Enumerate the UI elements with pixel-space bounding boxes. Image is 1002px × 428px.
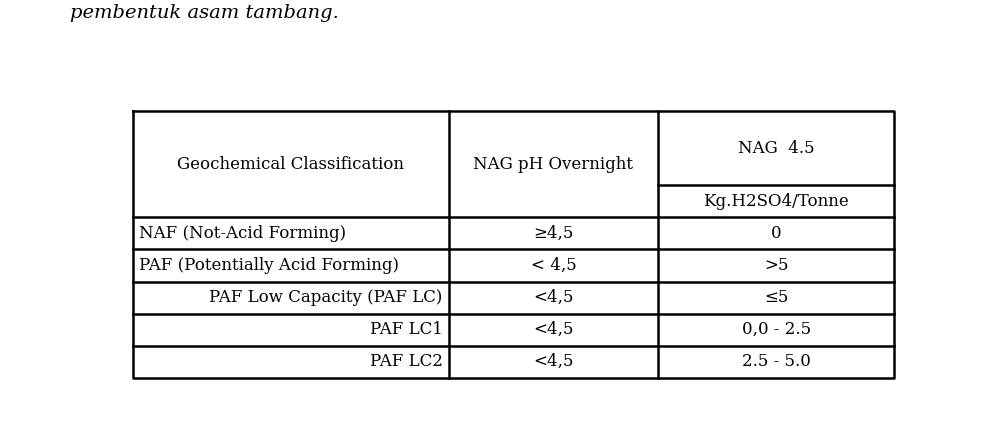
Text: NAG pH Overnight: NAG pH Overnight <box>474 155 633 172</box>
Text: 2.5 - 5.0: 2.5 - 5.0 <box>741 353 811 370</box>
Text: <4,5: <4,5 <box>533 353 574 370</box>
Text: 0: 0 <box>771 225 782 242</box>
Text: Kg.H2SO4/Tonne: Kg.H2SO4/Tonne <box>703 193 849 210</box>
Text: >5: >5 <box>764 257 789 274</box>
Text: PAF LC2: PAF LC2 <box>370 353 443 370</box>
Text: NAF (Not-Acid Forming): NAF (Not-Acid Forming) <box>139 225 347 242</box>
Text: PAF LC1: PAF LC1 <box>370 321 443 338</box>
Text: <4,5: <4,5 <box>533 321 574 338</box>
Text: NAG  4.5: NAG 4.5 <box>737 140 815 157</box>
Text: PAF Low Capacity (PAF LC): PAF Low Capacity (PAF LC) <box>209 289 443 306</box>
Text: <4,5: <4,5 <box>533 289 574 306</box>
Text: Geochemical Classification: Geochemical Classification <box>177 155 405 172</box>
Text: ≤5: ≤5 <box>764 289 789 306</box>
Text: ≥4,5: ≥4,5 <box>533 225 574 242</box>
Text: pembentuk asam tambang.: pembentuk asam tambang. <box>20 4 339 22</box>
Text: PAF (Potentially Acid Forming): PAF (Potentially Acid Forming) <box>139 257 399 274</box>
Text: < 4,5: < 4,5 <box>531 257 576 274</box>
Text: 0,0 - 2.5: 0,0 - 2.5 <box>741 321 811 338</box>
